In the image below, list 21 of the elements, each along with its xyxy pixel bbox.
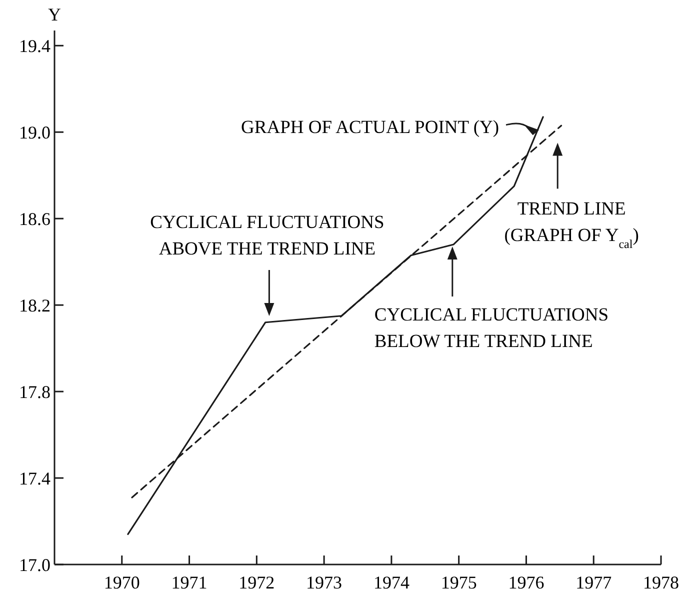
x-tick-label: 1976 bbox=[508, 572, 544, 592]
y-tick-label: 17.0 bbox=[19, 554, 50, 575]
y-axis-title: Y bbox=[48, 4, 61, 24]
y-tick-label: 19.4 bbox=[19, 36, 50, 56]
x-tick-label: 1970 bbox=[104, 572, 140, 592]
x-tick-label: 1971 bbox=[171, 572, 208, 592]
annotation: CYCLICAL FLUCTUATIONS ABOVE THE TREND LINE bbox=[150, 213, 384, 260]
y-tick-label: 17.8 bbox=[19, 382, 50, 402]
y-tick-label: 18.2 bbox=[19, 295, 50, 316]
x-tick-label: 1978 bbox=[643, 572, 679, 592]
x-tick-label: 1973 bbox=[306, 572, 342, 592]
x-tick-label: 1977 bbox=[576, 572, 612, 592]
y-tick-label: 19.0 bbox=[19, 122, 50, 142]
annotation: TREND LINE (GRAPH OF Y$_{cal}$) bbox=[504, 200, 639, 252]
x-tick-label: 1975 bbox=[440, 572, 477, 592]
annotation: CYCLICAL FLUCTUATIONS BELOW THE TREND LINE bbox=[374, 306, 609, 352]
annotation: GRAPH OF ACTUAL POINT (Y) bbox=[241, 118, 500, 138]
x-tick-label: 1974 bbox=[373, 572, 410, 592]
y-tick-label: 18.6 bbox=[19, 208, 50, 229]
y-tick-label: 17.4 bbox=[19, 468, 50, 488]
x-tick-label: 1972 bbox=[238, 572, 275, 592]
